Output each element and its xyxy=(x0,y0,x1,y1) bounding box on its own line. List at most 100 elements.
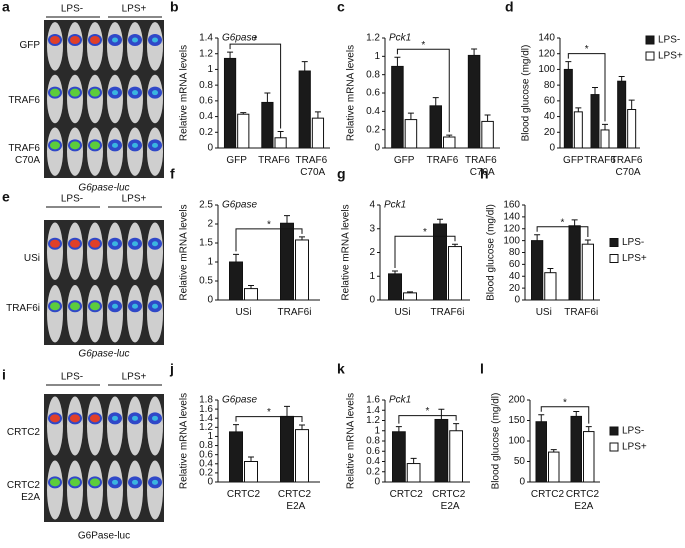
y-tick-label: 0.8 xyxy=(199,440,213,451)
significance-bracket xyxy=(398,415,457,424)
y-tick-label: 2.5 xyxy=(199,200,213,211)
y-axis-label: Relative mRNA levels xyxy=(179,45,190,141)
error-bar xyxy=(392,270,398,274)
signal-inner xyxy=(112,90,118,96)
signal-inner xyxy=(152,415,158,421)
mouse xyxy=(107,22,123,71)
mouse xyxy=(67,127,83,176)
x-tick-label: TRAF6i xyxy=(564,307,598,318)
y-tick-label: 0 xyxy=(549,143,555,154)
panel-letter: i xyxy=(2,367,6,383)
y-tick-label: 140 xyxy=(538,33,555,44)
y-tick-label: 2 xyxy=(207,219,213,230)
y-tick-label: 160 xyxy=(503,200,520,211)
signal-inner xyxy=(90,478,100,487)
bar xyxy=(544,272,557,301)
y-tick-label: 1.2 xyxy=(366,33,380,44)
signal-inner xyxy=(70,141,80,150)
legend-swatch xyxy=(609,238,619,247)
mouse xyxy=(147,127,163,176)
y-tick-label: 100 xyxy=(538,64,555,75)
error-bar xyxy=(547,268,554,273)
y-tick-label: 0.4 xyxy=(366,106,380,117)
x-tick-label: CRTC2 E2A xyxy=(566,489,600,512)
error-bar xyxy=(618,76,625,82)
y-tick-label: 20 xyxy=(509,283,521,294)
error-bar xyxy=(471,48,478,56)
y-tick-label: 0.2 xyxy=(366,466,380,477)
legend-swatch xyxy=(645,35,655,45)
y-tick-label: 4 xyxy=(369,200,375,211)
x-tick-label: CRTC2 xyxy=(227,489,261,500)
mouse xyxy=(147,460,163,520)
signal-inner xyxy=(152,90,158,96)
signal-inner xyxy=(50,414,60,423)
mouse xyxy=(67,460,83,520)
bar xyxy=(280,415,294,483)
significance-bracket xyxy=(235,228,303,252)
bar xyxy=(531,240,544,301)
y-tick-label: 0.8 xyxy=(366,69,380,80)
signal-inner xyxy=(70,36,80,45)
signal-inner xyxy=(132,142,138,148)
bar xyxy=(237,113,250,149)
y-tick-label: 0.6 xyxy=(366,446,380,457)
signal-inner xyxy=(90,88,100,97)
bar xyxy=(274,137,287,149)
signal-inner xyxy=(152,303,158,309)
mouse xyxy=(107,285,123,343)
panel-letter: d xyxy=(505,0,514,15)
bar xyxy=(481,120,494,149)
error-bar xyxy=(233,253,239,262)
y-tick-label: 40 xyxy=(509,271,521,282)
luminescence-image xyxy=(44,20,164,178)
panel-letter: l xyxy=(480,361,484,377)
mouse xyxy=(107,222,123,280)
y-tick-label: 0.2 xyxy=(366,124,380,135)
bar xyxy=(223,57,237,149)
y-tick-label: 1.2 xyxy=(366,415,380,426)
bar xyxy=(535,421,547,483)
bar xyxy=(244,461,258,483)
gene-label: G6pase xyxy=(222,200,257,211)
bar xyxy=(449,430,463,483)
y-tick-label: 60 xyxy=(509,259,521,270)
panel-letter: f xyxy=(170,166,175,182)
error-bar xyxy=(248,285,254,289)
signal-inner xyxy=(132,479,138,485)
row-label: TRAF6i xyxy=(6,303,40,314)
mouse xyxy=(147,222,163,280)
mouse xyxy=(127,396,143,456)
signal-inner xyxy=(90,239,100,248)
mouse xyxy=(47,222,63,280)
y-tick-label: 0.6 xyxy=(199,95,213,106)
y-axis-label: Blood glucose (mg/dl) xyxy=(521,45,532,142)
y-tick-label: 80 xyxy=(509,247,521,258)
mouse xyxy=(127,285,143,343)
y-tick-label: 1.5 xyxy=(199,238,213,249)
error-bar xyxy=(394,56,401,67)
legend-swatch xyxy=(609,442,619,452)
mouse xyxy=(127,22,143,71)
x-tick-label: CRTC2 xyxy=(390,489,424,500)
signal-inner xyxy=(112,37,118,43)
mouse xyxy=(107,460,123,520)
significance-label: * xyxy=(426,406,430,417)
mouse xyxy=(87,285,103,343)
group-label: LPS- xyxy=(61,194,83,205)
signal-inner xyxy=(70,239,80,248)
bar xyxy=(388,273,402,301)
bar xyxy=(581,243,594,301)
y-tick-label: 150 xyxy=(508,415,525,426)
row-label: CRTC2 xyxy=(7,427,41,438)
bar xyxy=(391,65,404,149)
y-tick-label: 1.4 xyxy=(366,405,380,416)
bar xyxy=(311,117,325,149)
bar xyxy=(448,246,462,301)
significance-label: * xyxy=(561,217,565,228)
group-label: LPS- xyxy=(61,4,83,15)
y-tick-label: 50 xyxy=(514,456,526,467)
error-bar xyxy=(410,457,417,464)
error-bar xyxy=(602,123,608,130)
signal-inner xyxy=(152,241,158,247)
